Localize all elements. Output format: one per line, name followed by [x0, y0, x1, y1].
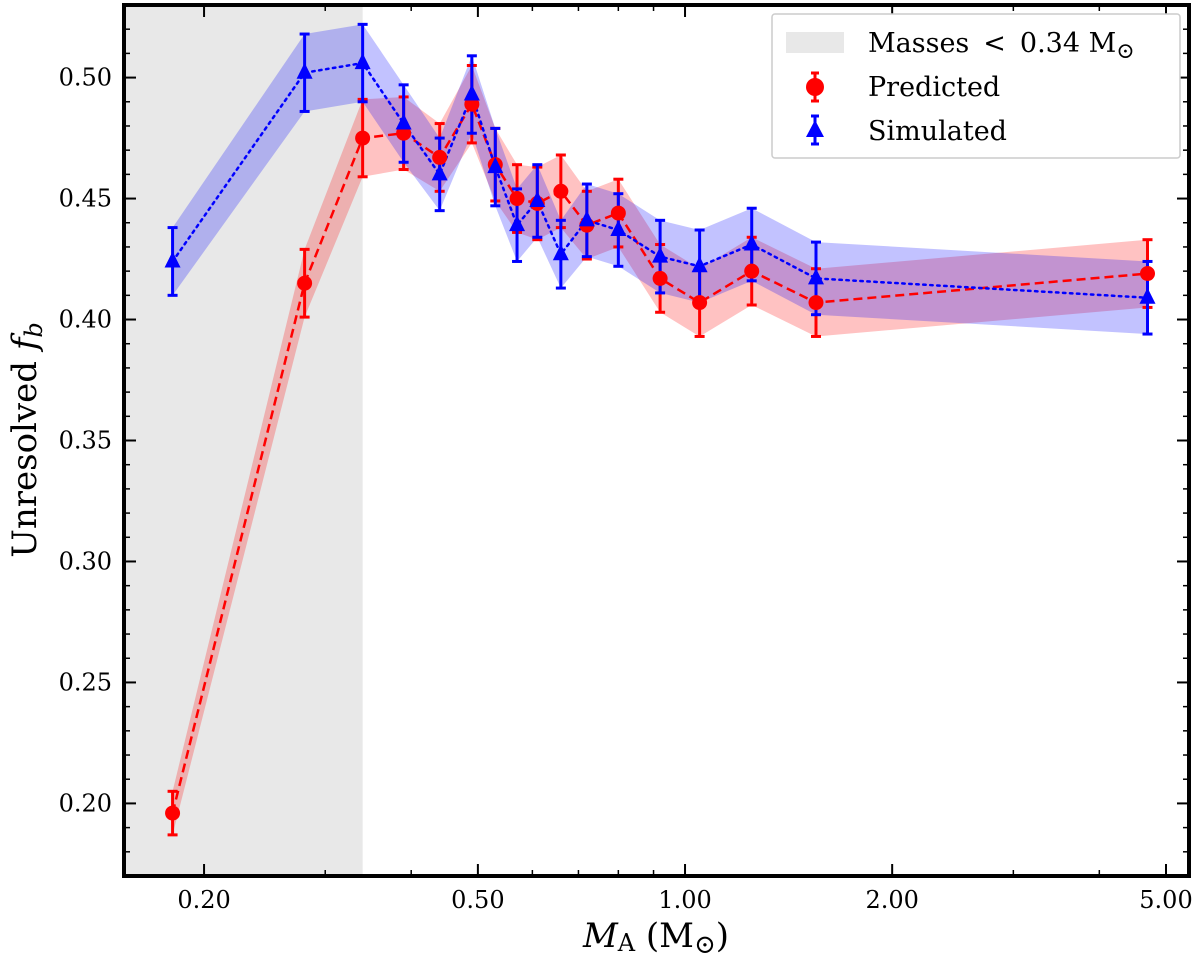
predicted-line: [171, 101, 1148, 814]
predicted-point: [297, 275, 313, 291]
legend-shade-label: Masses <0.34 M⊙: [868, 28, 1135, 64]
predicted-point: [165, 805, 181, 821]
y-tick-label: 0.50: [59, 64, 112, 92]
plot-frame: [122, 3, 1191, 878]
simulated-point: [509, 215, 526, 232]
simulated-band: [172, 24, 1148, 335]
x-tick-label: 5.00: [1139, 886, 1192, 914]
simulated-point: [652, 246, 669, 263]
predicted-point: [1140, 266, 1156, 282]
legend-box: [771, 13, 1181, 159]
legend: Masses <0.34 M⊙ Predicted Simulated: [771, 13, 1181, 159]
x-tick-label: 2.00: [865, 886, 918, 914]
simulated-point: [578, 210, 595, 227]
simulated-point: [164, 251, 181, 268]
x-tick-label: 0.20: [177, 886, 230, 914]
predicted-point: [610, 205, 626, 221]
predicted-point: [509, 191, 525, 207]
simulated-point: [743, 234, 760, 251]
legend-simulated-marker: [806, 120, 824, 137]
y-axis-title: Unresolved fb: [5, 322, 48, 558]
simulated-point: [807, 268, 824, 285]
simulated-point: [1139, 287, 1156, 304]
simulated-point: [610, 220, 627, 237]
simulated-point: [691, 256, 708, 273]
simulated-point: [552, 244, 569, 261]
shaded-region: [124, 5, 363, 876]
simulated-point: [431, 164, 448, 181]
legend-shade-swatch: [786, 32, 844, 53]
predicted-point: [808, 295, 824, 311]
simulated-point: [529, 190, 546, 207]
predicted-point: [432, 149, 448, 165]
x-tick-label: 0.50: [451, 886, 504, 914]
simulated-point: [395, 113, 412, 130]
predicted-point: [355, 130, 371, 146]
predicted-point: [553, 183, 569, 199]
predicted-point: [744, 263, 760, 279]
predicted-point: [692, 295, 708, 311]
y-tick-label: 0.40: [59, 306, 112, 334]
legend-predicted-marker: [806, 78, 824, 96]
simulated-point: [463, 84, 480, 101]
legend-predicted-label: Predicted: [868, 72, 1000, 103]
simulated-point: [296, 62, 313, 79]
x-axis-title: MA (M⊙): [582, 916, 729, 954]
y-tick-label: 0.35: [59, 427, 112, 455]
y-tick-label: 0.30: [59, 547, 112, 575]
simulated-point: [487, 157, 504, 174]
y-tick-label: 0.45: [59, 185, 112, 213]
predicted-point: [652, 270, 668, 286]
y-tick-label: 0.25: [59, 668, 112, 696]
y-tick-label: 0.20: [59, 789, 112, 817]
simulated-point: [354, 53, 371, 70]
x-tick-label: 1.00: [658, 886, 711, 914]
legend-simulated-label: Simulated: [868, 116, 1007, 147]
